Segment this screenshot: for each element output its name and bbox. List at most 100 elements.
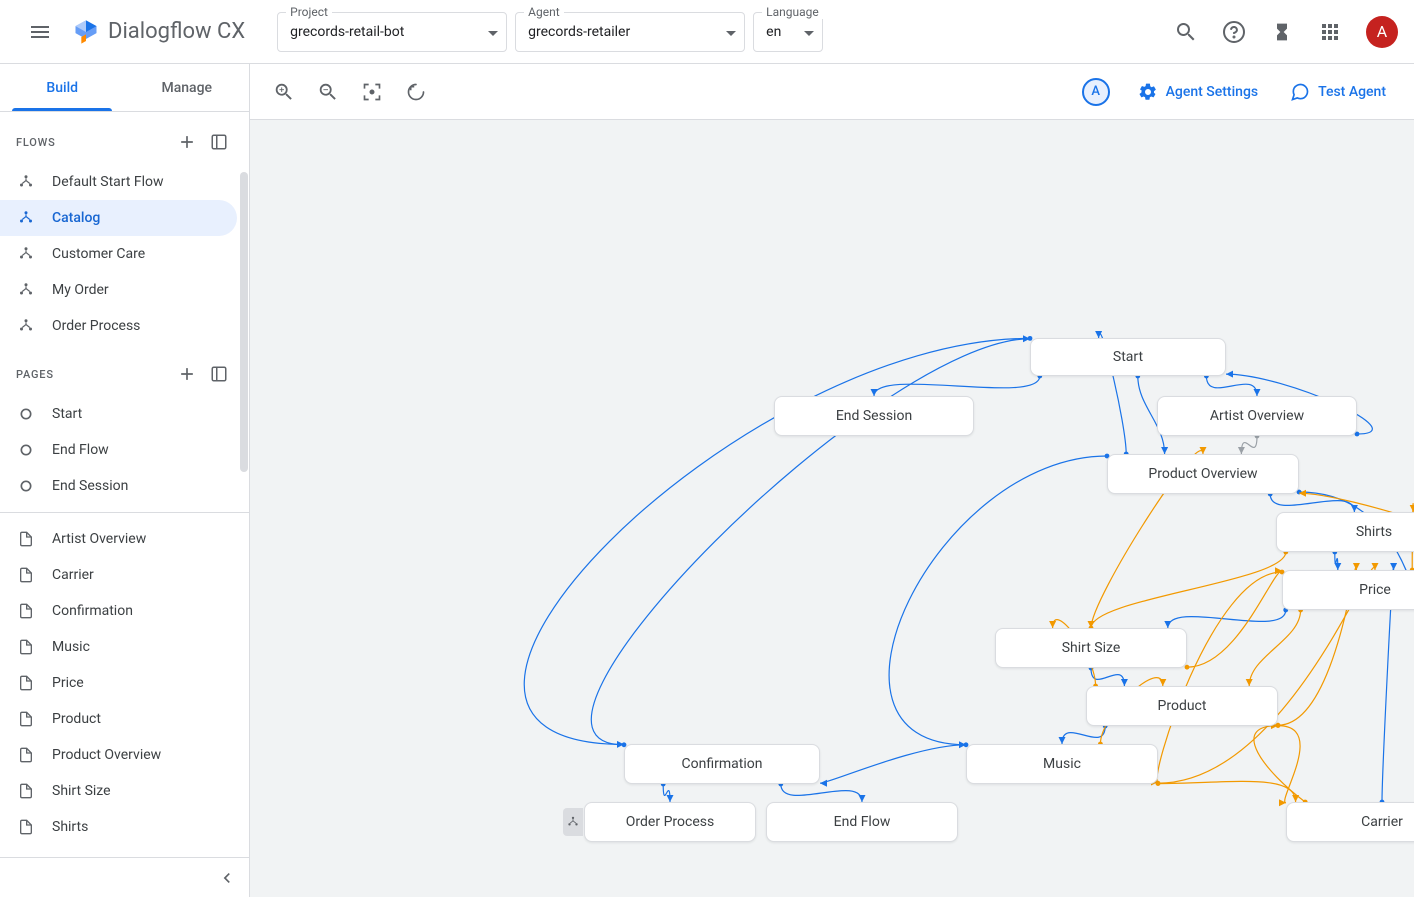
agent-settings-button[interactable]: Agent Settings — [1126, 74, 1270, 110]
page-icon — [16, 819, 36, 835]
apps-icon[interactable] — [1310, 12, 1350, 52]
zoom-in-button[interactable] — [266, 74, 302, 110]
sidebar-scrollbar-thumb[interactable] — [240, 172, 248, 472]
main-area: A Agent Settings Test Agent — [250, 64, 1414, 897]
pages-title: PAGES — [16, 368, 54, 381]
page-label: End Flow — [52, 442, 109, 458]
edge — [1187, 571, 1282, 667]
graph-node-shirts[interactable]: Shirts — [1276, 512, 1414, 552]
page-label: Product — [52, 711, 101, 727]
page-item[interactable]: Product Overview — [0, 737, 237, 773]
page-icon — [16, 711, 36, 727]
test-agent-label: Test Agent — [1318, 84, 1386, 100]
flow-link-icon — [563, 808, 583, 836]
edge — [889, 456, 1107, 745]
page-label: Start — [52, 406, 82, 422]
page-item[interactable]: Artist Overview — [0, 521, 237, 557]
user-presence-chip[interactable]: A — [1082, 78, 1110, 106]
logo[interactable]: Dialogflow CX — [72, 18, 245, 46]
edge — [1206, 376, 1257, 396]
special-page-item[interactable]: End Session — [0, 468, 237, 504]
flow-label: Default Start Flow — [52, 174, 164, 190]
page-icon — [16, 531, 36, 547]
graph-node-artist_overview[interactable]: Artist Overview — [1157, 396, 1357, 436]
edge — [1062, 726, 1105, 744]
agent-selector[interactable]: Agent grecords-retailer — [515, 12, 745, 52]
page-icon — [16, 603, 36, 619]
flow-item[interactable]: My Order — [0, 272, 237, 308]
special-page-item[interactable]: Start — [0, 396, 237, 432]
edge — [1091, 552, 1286, 628]
edge — [663, 784, 670, 802]
page-label: Shirts — [52, 819, 88, 835]
zoom-out-button[interactable] — [310, 74, 346, 110]
language-label: Language — [762, 5, 823, 19]
flow-item[interactable]: Order Process — [0, 308, 237, 344]
add-page-button[interactable] — [173, 360, 201, 388]
special-page-item[interactable]: End Flow — [0, 432, 237, 468]
page-item[interactable]: Shirts — [0, 809, 237, 845]
help-icon[interactable] — [1214, 12, 1254, 52]
tab-manage[interactable]: Manage — [125, 64, 250, 111]
search-icon[interactable] — [1166, 12, 1206, 52]
graph-node-order_process[interactable]: Order Process — [584, 802, 756, 842]
graph-node-shirt_size[interactable]: Shirt Size — [995, 628, 1187, 668]
graph-node-music[interactable]: Music — [966, 744, 1158, 784]
agent-settings-label: Agent Settings — [1166, 84, 1258, 100]
page-panel-button[interactable] — [205, 360, 233, 388]
page-icon — [16, 567, 36, 583]
page-item[interactable]: Price — [0, 665, 237, 701]
page-item[interactable]: Product — [0, 701, 237, 737]
flow-icon — [16, 209, 36, 227]
graph-node-product[interactable]: Product — [1086, 686, 1278, 726]
page-item[interactable]: Carrier — [0, 557, 237, 593]
project-label: Project — [286, 5, 332, 19]
flow-canvas[interactable]: Start End Session Artist Overview Product O… — [250, 120, 1414, 897]
project-selector[interactable]: Project grecords-retail-bot — [277, 12, 507, 52]
page-label: Confirmation — [52, 603, 133, 619]
dropdown-arrow-icon — [726, 24, 736, 40]
edge — [820, 745, 966, 783]
circle-icon — [16, 478, 36, 494]
graph-node-end_session[interactable]: End Session — [774, 396, 974, 436]
graph-node-product_overview[interactable]: Product Overview — [1107, 454, 1299, 494]
fit-view-button[interactable] — [354, 74, 390, 110]
edge — [874, 376, 1040, 396]
flow-item[interactable]: Customer Care — [0, 236, 237, 272]
page-icon — [16, 747, 36, 763]
hourglass-icon[interactable] — [1262, 12, 1302, 52]
page-label: Music — [52, 639, 90, 655]
graph-node-price[interactable]: Price — [1282, 570, 1414, 610]
dropdown-arrow-icon — [488, 24, 498, 40]
flow-icon — [16, 173, 36, 191]
graph-node-end_flow[interactable]: End Flow — [766, 802, 958, 842]
sidebar-scrollbar[interactable] — [239, 112, 249, 817]
page-item[interactable]: Confirmation — [0, 593, 237, 629]
add-flow-button[interactable] — [173, 128, 201, 156]
sidebar-tabs: Build Manage — [0, 64, 249, 112]
collapse-sidebar-button[interactable] — [0, 857, 249, 897]
flow-icon — [16, 317, 36, 335]
graph-node-start[interactable]: Start — [1030, 338, 1226, 376]
edge — [1270, 494, 1354, 512]
page-label: Artist Overview — [52, 531, 146, 547]
gear-icon — [1138, 82, 1158, 102]
flow-panel-button[interactable] — [205, 128, 233, 156]
reset-layout-button[interactable] — [398, 74, 434, 110]
menu-button[interactable] — [16, 8, 64, 56]
language-selector[interactable]: Language en — [753, 12, 823, 52]
tab-build[interactable]: Build — [0, 64, 125, 111]
test-agent-button[interactable]: Test Agent — [1278, 74, 1398, 110]
flow-item[interactable]: Default Start Flow — [0, 164, 237, 200]
page-item[interactable]: Shirt Size — [0, 773, 237, 809]
page-item[interactable]: Music — [0, 629, 237, 665]
page-label: Price — [52, 675, 84, 691]
graph-node-carrier[interactable]: Carrier — [1286, 802, 1414, 842]
page-label: Shirt Size — [52, 783, 111, 799]
chat-icon — [1290, 82, 1310, 102]
user-avatar[interactable]: A — [1366, 16, 1398, 48]
edge — [1168, 610, 1286, 628]
flow-item[interactable]: Catalog — [0, 200, 237, 236]
graph-node-confirmation[interactable]: Confirmation — [624, 744, 820, 784]
flows-section-header: FLOWS — [0, 112, 249, 164]
